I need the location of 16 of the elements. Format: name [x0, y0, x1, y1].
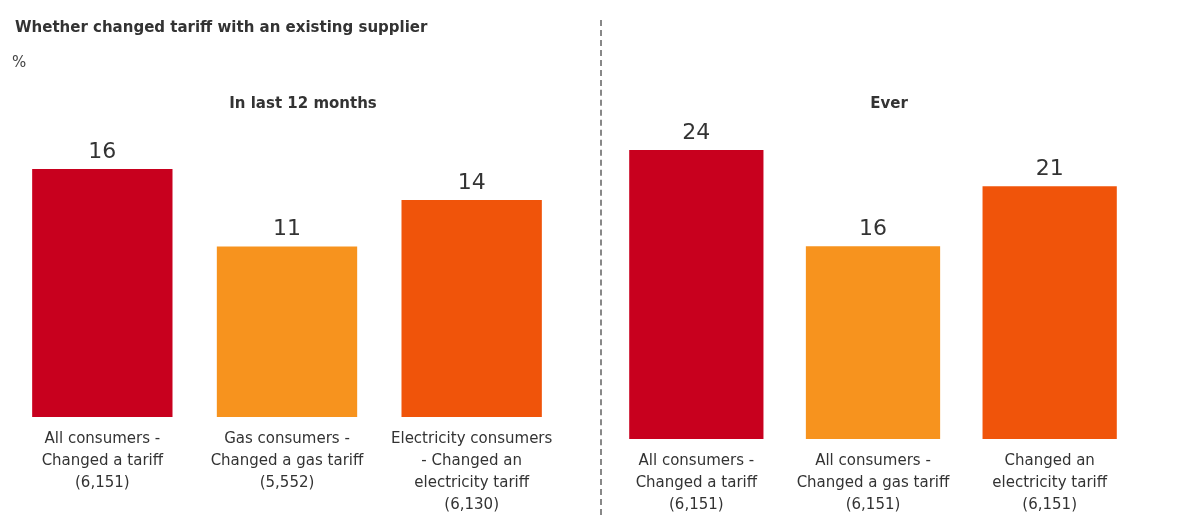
data-label: 16 [859, 214, 887, 240]
data-label: 14 [457, 168, 486, 194]
x-tick-label: All consumers - Changed a gas tariff (6,151) [796, 451, 951, 513]
data-label: 24 [682, 118, 711, 144]
x-tick-label: Changed an electricity tariff (6,151) [992, 451, 1108, 513]
data-label: 21 [1035, 154, 1064, 180]
data-label: 11 [273, 215, 301, 240]
x-tick-label: All consumers - Changed a tariff (6,151) [41, 429, 164, 491]
x-tick-label: Gas consumers - Changed a gas tariff (5,552) [210, 429, 365, 491]
chart-title: Whether changed tariff with an existing supplier [15, 17, 428, 36]
chart-subtitle: In last 12 months [229, 93, 377, 112]
x-tick-label: Electricity consumers - Changed an electricity tariff (6,130) [390, 429, 553, 513]
chart-title: Ever [870, 93, 909, 112]
x-tick-label: All consumers - Changed a tariff (6,151) [635, 451, 758, 513]
y-axis-title: % [12, 52, 27, 71]
data-label: 16 [88, 137, 117, 163]
